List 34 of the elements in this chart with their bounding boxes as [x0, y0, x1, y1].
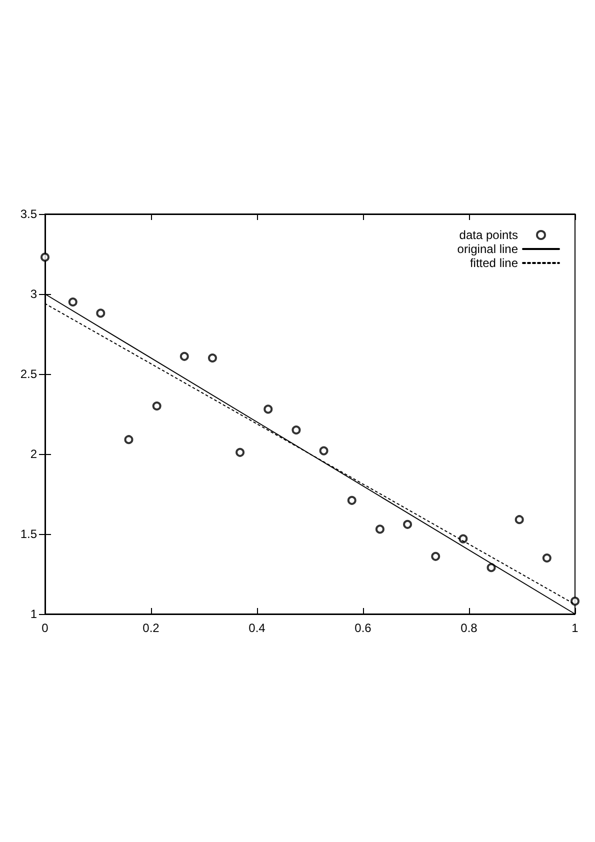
point: [236, 448, 245, 457]
point: [264, 404, 273, 414]
point: [68, 298, 78, 306]
legend-label: original line: [457, 242, 518, 256]
x-tick-label: 1: [572, 621, 579, 635]
point: [319, 446, 328, 456]
y-tick-label: 1: [30, 607, 38, 621]
point: [570, 596, 580, 606]
x-tick-label: 0.4: [248, 621, 266, 635]
x-tick-label: 0: [42, 621, 49, 635]
point: [431, 552, 440, 561]
x-tick-label: 0.2: [142, 621, 160, 635]
point: [486, 563, 496, 572]
y-tick-label: 3: [30, 287, 38, 301]
y-tick-label: 2: [30, 447, 38, 461]
y-tick-label: 2.5: [20, 367, 38, 381]
point: [96, 308, 106, 318]
point: [514, 515, 524, 524]
point: [375, 524, 384, 534]
point: [40, 252, 50, 262]
point: [152, 402, 162, 410]
point: [292, 426, 301, 434]
legend-label: data points: [459, 228, 518, 242]
point: [542, 554, 552, 562]
y-tick-label: 3.5: [20, 207, 38, 221]
point: [347, 496, 356, 505]
x-tick-label: 0.8: [460, 621, 478, 635]
y-tick-label: 1.5: [20, 527, 38, 541]
point: [180, 352, 189, 361]
point: [403, 520, 412, 529]
point: [208, 354, 217, 362]
point: [124, 435, 134, 444]
x-tick-label: 0.6: [354, 621, 372, 635]
legend-label: fitted line: [470, 256, 518, 270]
